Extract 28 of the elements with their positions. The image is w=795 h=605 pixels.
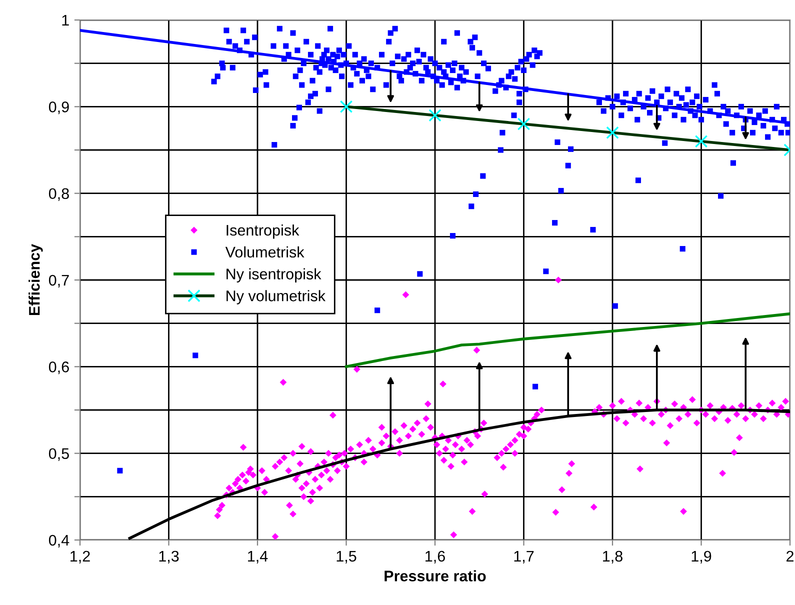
y-tick-label: 0,4 [48,534,70,548]
x-axis-title: Pressure ratio [384,570,486,582]
point [340,100,353,114]
point [606,126,619,140]
y-axis-title: Efficiency [28,244,43,316]
x-tick-label: 1,9 [692,550,712,564]
legend-label: Ny isentropisk [226,268,322,282]
legend-label: Isentropisk [226,224,300,239]
y-tick-label: 0,5 [48,448,69,461]
y-tick-label: 0,8 [48,188,69,201]
y-tick-label: 0,7 [48,274,69,288]
x-tick-label: 1,4 [248,550,268,564]
point [517,118,530,130]
x-tick-label: 1,2 [70,550,90,564]
legend-label: Ny volumetrisk [226,290,326,304]
x-tick-label: 1,6 [426,550,445,564]
x-tick-label: 2 [786,550,794,562]
x-tick-label: 1,5 [336,550,356,564]
point [694,134,708,148]
x-tick-label: 1,7 [514,550,534,564]
legend-label: Volumetrisk [225,246,304,258]
y-tick-label: 0,9 [48,102,69,114]
y-tick-label: 1 [62,15,69,26]
y-tick-label: 0,6 [48,362,69,374]
x-tick-label: 1,8 [603,550,622,564]
point [428,108,442,122]
line-series [344,312,790,368]
x-tick-label: 1,3 [159,550,179,564]
